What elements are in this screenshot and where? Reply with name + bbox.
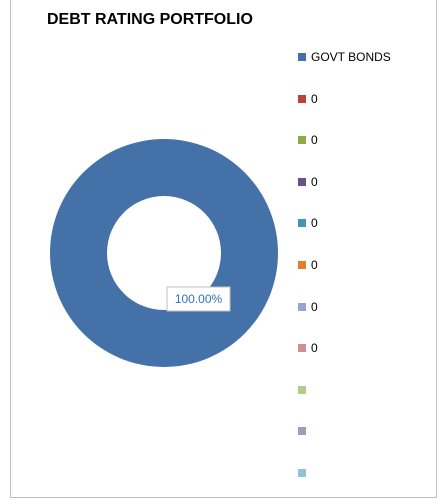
- donut-slice-1: [50, 139, 278, 367]
- legend-swatch: [298, 302, 306, 311]
- legend-label: 0: [311, 216, 318, 231]
- legend-swatch: [298, 469, 306, 477]
- legend-label: 0: [311, 91, 318, 106]
- legend-label: 0: [311, 174, 318, 189]
- legend-swatch: [298, 427, 306, 436]
- data-label-box: [166, 286, 231, 312]
- legend-label: 0: [311, 341, 318, 356]
- legend-swatch: [298, 177, 306, 186]
- legend-swatch: [298, 261, 306, 269]
- legend-label: 0: [311, 299, 318, 314]
- legend-label: GOVT BONDS: [311, 50, 391, 64]
- legend-swatch: [298, 94, 306, 103]
- chart-title: DEBT RATING PORTFOLIO: [47, 11, 253, 28]
- data-label: 100.00%: [175, 292, 223, 306]
- legend-label: 0: [311, 258, 318, 272]
- legend-swatch: [298, 53, 306, 61]
- legend-label: 0: [311, 133, 318, 148]
- legend-swatch: [298, 385, 306, 394]
- legend-swatch: [298, 219, 306, 228]
- legend-swatch: [298, 136, 306, 145]
- legend-swatch: [298, 344, 306, 353]
- chart-frame: [10, 0, 437, 498]
